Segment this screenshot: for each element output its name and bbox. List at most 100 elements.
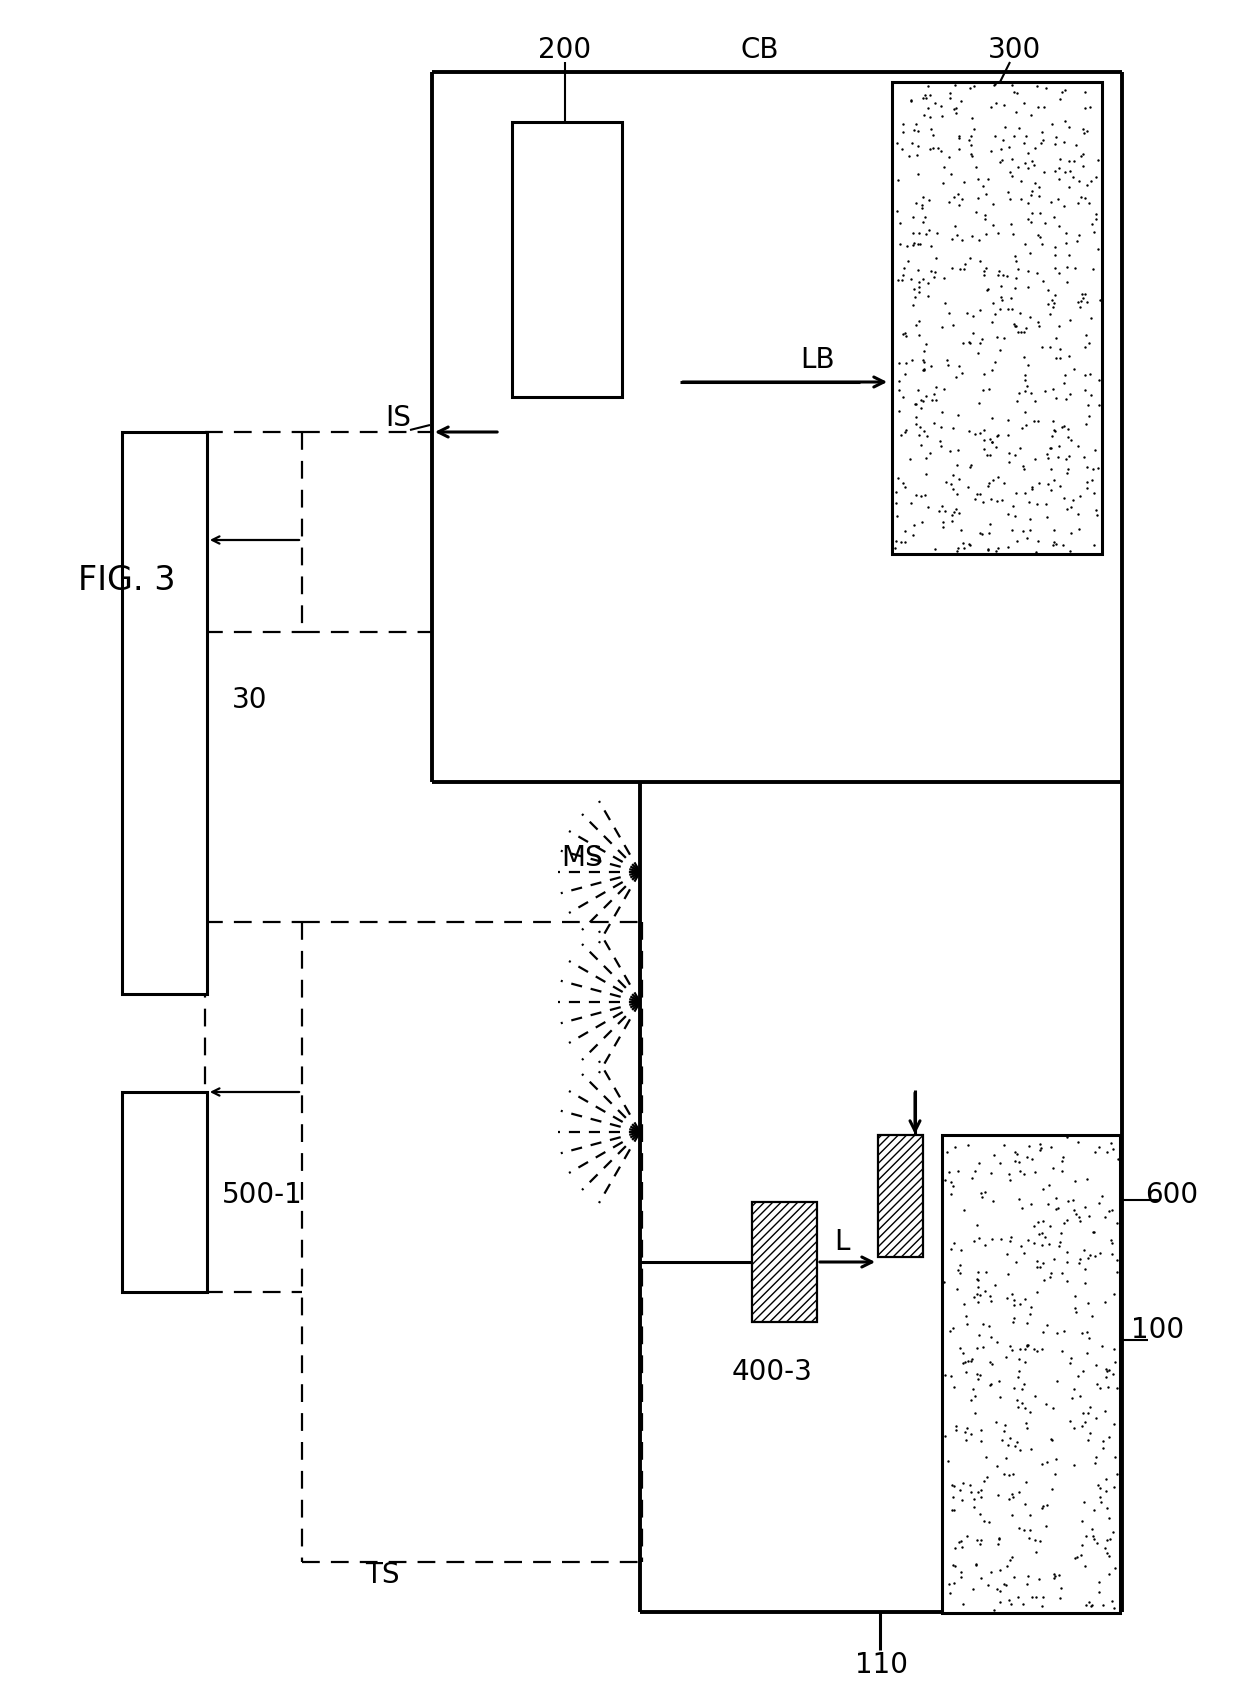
Point	[968, 226, 988, 254]
Point	[1090, 1374, 1110, 1401]
Point	[1075, 184, 1095, 211]
Point	[1033, 1249, 1053, 1276]
Bar	[122, 432, 207, 994]
Point	[909, 308, 929, 335]
Point	[1033, 1583, 1053, 1610]
Point	[961, 141, 981, 168]
Point	[915, 460, 935, 487]
Point	[893, 267, 913, 294]
Point	[1014, 90, 1034, 117]
Point	[1043, 407, 1063, 434]
Point	[968, 186, 988, 213]
Point	[1012, 1232, 1032, 1259]
Point	[889, 465, 909, 492]
Point	[932, 313, 952, 340]
Point	[1090, 1484, 1110, 1511]
Point	[988, 1525, 1008, 1552]
Point	[1048, 1195, 1068, 1222]
Point	[1029, 174, 1049, 201]
Point	[1052, 78, 1071, 106]
Point	[997, 1571, 1017, 1598]
Point	[968, 1479, 988, 1506]
Point	[1079, 1244, 1099, 1271]
Point	[1096, 1355, 1116, 1382]
Point	[997, 1285, 1017, 1312]
Point	[1084, 220, 1104, 247]
Point	[973, 1508, 993, 1535]
Point	[955, 168, 975, 196]
Point	[913, 184, 932, 211]
Point	[1002, 1282, 1022, 1309]
Point	[988, 534, 1008, 562]
Point	[1004, 1287, 1024, 1314]
Point	[960, 328, 980, 356]
Point	[970, 1282, 990, 1309]
Point	[1017, 1331, 1037, 1358]
Point	[1009, 1479, 1029, 1506]
Point	[935, 1166, 955, 1193]
Point	[939, 1159, 959, 1186]
Bar	[751, 1202, 817, 1322]
Point	[990, 1556, 1009, 1583]
Point	[999, 1166, 1019, 1193]
Point	[959, 1348, 978, 1375]
Point	[1107, 1145, 1127, 1173]
Point	[1080, 1593, 1100, 1620]
Point	[1066, 1299, 1086, 1326]
Point	[1002, 1481, 1022, 1508]
Point	[946, 99, 966, 126]
Point	[952, 186, 972, 213]
Text: L: L	[835, 1229, 849, 1256]
Point	[903, 347, 923, 374]
Point	[1099, 1561, 1118, 1588]
Point	[1044, 516, 1064, 543]
Point	[1034, 94, 1054, 121]
Point	[1050, 471, 1070, 499]
Point	[1025, 538, 1045, 565]
Point	[1059, 114, 1079, 141]
Point	[1003, 123, 1023, 150]
Point	[963, 1486, 983, 1513]
Point	[1023, 177, 1043, 204]
Point	[1058, 424, 1078, 451]
Point	[1042, 189, 1061, 216]
Text: 300: 300	[988, 36, 1042, 65]
Point	[1029, 470, 1049, 497]
Point	[1069, 1362, 1089, 1389]
Point	[911, 482, 931, 509]
Point	[994, 1418, 1014, 1445]
Point	[940, 1579, 960, 1607]
Point	[1076, 1319, 1096, 1346]
Point	[942, 507, 962, 534]
Point	[1058, 1188, 1078, 1215]
Point	[1045, 1562, 1065, 1590]
Point	[916, 383, 936, 410]
Point	[1076, 1523, 1096, 1551]
Point	[968, 1365, 988, 1392]
Point	[1002, 1590, 1022, 1617]
Point	[1079, 1324, 1099, 1351]
Point	[887, 197, 906, 225]
Point	[1025, 134, 1045, 162]
Point	[1014, 378, 1034, 405]
Point	[977, 441, 997, 468]
Point	[1096, 1363, 1116, 1391]
Point	[1018, 1225, 1038, 1253]
Point	[1047, 344, 1066, 371]
Point	[998, 407, 1018, 434]
Point	[1045, 417, 1065, 444]
Point	[1001, 211, 1021, 238]
Point	[942, 1173, 962, 1200]
Point	[1056, 1237, 1076, 1265]
Point	[954, 1290, 973, 1317]
Point	[909, 269, 929, 296]
Point	[1099, 1356, 1118, 1384]
Point	[1104, 1595, 1123, 1622]
Point	[954, 534, 973, 562]
Point	[1017, 1144, 1037, 1171]
Point	[1073, 1413, 1092, 1440]
Point	[951, 1559, 971, 1586]
Point	[1066, 1544, 1086, 1571]
Point	[1006, 443, 1025, 470]
Point	[994, 1132, 1014, 1159]
